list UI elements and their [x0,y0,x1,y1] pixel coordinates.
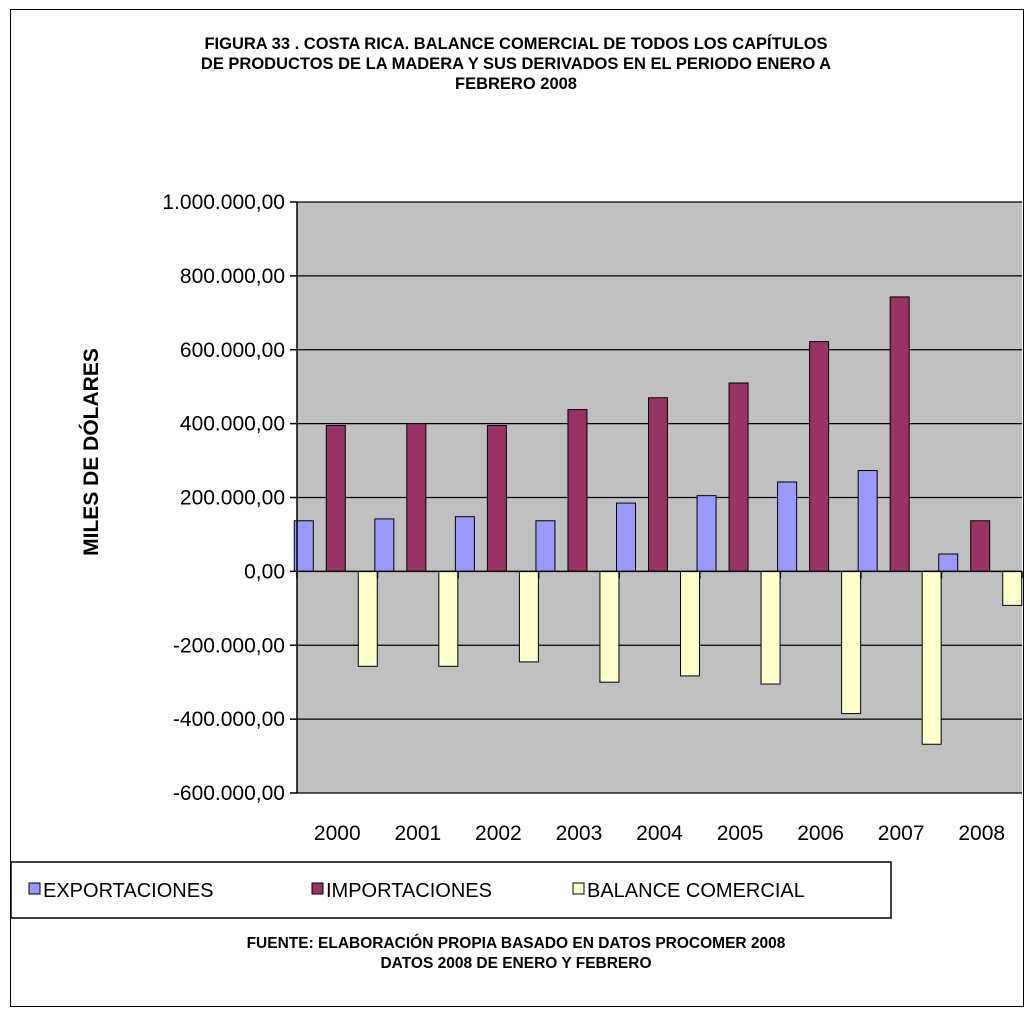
y-tick-labels: 1.000.000,00 800.000,00 600.000,00 400.000,… [162,191,285,805]
chart-source: FUENTE: ELABORACIÓN PROPIA BASADO EN DAT… [0,934,1032,974]
bar-importaciones-2004 [648,397,668,572]
bar-exportaciones-2002 [454,516,475,572]
x-tick-labels: 2000 2001 2002 2003 2004 2005 2006 2007 2008 [314,822,1005,845]
bar-balance-comercial-2003 [599,570,620,683]
legend-swatch [572,882,585,895]
bar-balance-comercial-2002 [518,570,539,663]
bar-balance-comercial-2006 [841,570,862,715]
source-line-1: FUENTE: ELABORACIÓN PROPIA BASADO EN DAT… [246,935,786,952]
bar-exportaciones-2008 [938,553,959,572]
bar-balance-comercial-2000 [357,570,378,667]
y-tick-label: 200.000,00 [180,487,285,510]
x-tick-label: 2000 [314,822,361,845]
title-line-1: FIGURA 33 . COSTA RICA. BALANCE COMERCIA… [204,35,828,53]
x-tick-label: 2005 [717,822,764,845]
bar-importaciones-2000 [325,424,346,572]
bar-balance-comercial-2008 [1002,570,1023,606]
legend-box [10,861,892,919]
bar-importaciones-2006 [809,341,830,572]
x-tick-label: 2001 [394,822,441,845]
axes [290,201,1023,794]
bar-exportaciones-2007 [857,470,878,572]
legend: EXPORTACIONES IMPORTACIONES BALANCE COMERC… [10,861,892,919]
legend-label: BALANCE COMERCIAL [587,880,805,902]
bars [293,296,1023,745]
chart-title: FIGURA 33 . COSTA RICA. BALANCE COMERCIA… [0,34,1032,94]
bar-exportaciones-2001 [374,518,395,572]
bar-importaciones-2007 [889,296,910,572]
x-tick-label: 2008 [958,822,1005,845]
bar-balance-comercial-2001 [438,570,459,667]
bar-balance-comercial-2005 [760,570,781,685]
legend-label: IMPORTACIONES [326,880,492,902]
bar-exportaciones-2006 [777,481,798,572]
bar-importaciones-2001 [406,423,427,572]
y-tick-label: -600.000,00 [173,782,285,805]
bar-importaciones-2008 [970,520,991,572]
x-tick-label: 2003 [556,822,603,845]
y-tick-label: 0,00 [244,560,285,583]
bar-exportaciones-2005 [696,495,717,572]
bar-importaciones-2005 [728,382,749,572]
bar-exportaciones-2003 [535,520,556,572]
y-tick-label: -400.000,00 [173,708,285,731]
bar-balance-comercial-2007 [921,570,942,745]
bar-exportaciones-2004 [616,502,636,572]
legend-swatch [28,882,41,895]
bar-importaciones-2002 [486,424,507,572]
legend-swatch [311,882,324,895]
bar-balance-comercial-2004 [680,570,700,677]
legend-label: EXPORTACIONES [43,880,213,902]
y-tick-label: -200.000,00 [173,634,285,657]
source-line-2: DATOS 2008 DE ENERO Y FEBRERO [380,955,652,972]
y-tick-label: 800.000,00 [180,265,285,288]
y-tick-label: 1.000.000,00 [162,191,285,214]
y-axis-label: MILES DE DÓLARES [79,348,103,556]
y-tick-label: 600.000,00 [180,339,285,362]
x-tick-label: 2007 [878,822,925,845]
x-tick-label: 2002 [475,822,522,845]
x-tick-label: 2006 [797,822,844,845]
bar-importaciones-2003 [567,409,588,572]
x-tick-label: 2004 [636,822,683,845]
title-line-3: FEBRERO 2008 [455,75,577,93]
title-line-2: DE PRODUCTOS DE LA MADERA Y SUS DERIVADO… [200,55,832,73]
y-tick-label: 400.000,00 [180,413,285,436]
